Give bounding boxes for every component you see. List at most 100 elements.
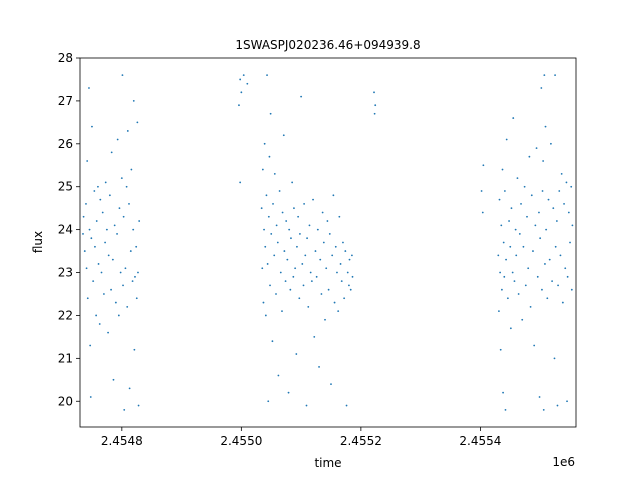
- data-point: [556, 404, 559, 407]
- data-point: [551, 280, 553, 283]
- data-point: [538, 396, 541, 398]
- data-point: [271, 340, 274, 343]
- data-point: [328, 233, 331, 235]
- y-tick-label: 22: [58, 308, 73, 322]
- data-point: [308, 224, 311, 227]
- data-point: [338, 215, 341, 218]
- data-point: [530, 194, 533, 197]
- data-point: [82, 233, 84, 235]
- data-point: [85, 202, 87, 205]
- data-point: [499, 348, 502, 351]
- data-point: [242, 74, 245, 77]
- data-point: [282, 134, 285, 137]
- data-point: [569, 241, 571, 244]
- data-point: [503, 275, 506, 278]
- data-point: [89, 344, 92, 347]
- data-point: [108, 194, 111, 197]
- data-point: [517, 293, 520, 295]
- data-point: [318, 366, 320, 368]
- data-point: [114, 301, 117, 304]
- data-point: [262, 301, 265, 304]
- data-point: [89, 396, 92, 398]
- data-point: [336, 271, 338, 274]
- data-point: [320, 293, 323, 295]
- data-point: [344, 250, 347, 252]
- data-points: [82, 74, 574, 411]
- data-point: [261, 168, 264, 171]
- y-tick-label: 28: [58, 51, 73, 65]
- data-point: [275, 293, 277, 295]
- data-point: [538, 211, 540, 214]
- data-point: [273, 172, 276, 175]
- data-point: [561, 301, 564, 304]
- data-point: [542, 408, 545, 411]
- y-tick-label: 26: [58, 137, 73, 151]
- data-point: [550, 142, 552, 145]
- data-point: [351, 254, 353, 257]
- data-point: [120, 177, 123, 180]
- data-point: [315, 275, 318, 278]
- data-point: [539, 237, 542, 240]
- data-point: [246, 82, 249, 85]
- data-point: [506, 297, 509, 300]
- data-point: [543, 74, 546, 77]
- data-point: [267, 400, 270, 403]
- data-point: [564, 267, 567, 270]
- chart-title: 1SWASPJ020236.46+094939.8: [235, 38, 420, 52]
- data-point: [349, 288, 352, 291]
- data-point: [260, 207, 263, 210]
- data-point: [351, 275, 354, 278]
- data-point: [125, 185, 128, 188]
- data-point: [270, 233, 273, 235]
- y-tick-label: 21: [58, 351, 73, 365]
- data-point: [529, 305, 532, 308]
- data-point: [126, 305, 129, 308]
- data-point: [133, 348, 136, 351]
- y-tick-label: 24: [58, 223, 73, 237]
- data-point: [563, 202, 565, 205]
- y-tick-label: 25: [58, 180, 73, 194]
- data-point: [272, 202, 274, 205]
- data-point: [570, 185, 573, 188]
- data-point: [514, 228, 517, 231]
- data-point: [124, 267, 127, 270]
- data-point: [265, 194, 268, 197]
- data-point: [555, 220, 558, 222]
- data-point: [273, 254, 276, 257]
- data-point: [536, 275, 539, 278]
- data-point: [111, 258, 114, 261]
- data-point: [503, 190, 506, 192]
- data-point: [292, 275, 295, 278]
- data-point: [319, 258, 322, 261]
- data-point: [554, 245, 557, 248]
- data-point: [135, 245, 138, 248]
- data-point: [123, 408, 126, 411]
- data-point: [90, 237, 93, 240]
- data-point: [498, 198, 501, 201]
- data-point: [566, 400, 568, 403]
- data-point: [540, 87, 543, 89]
- data-point: [86, 160, 89, 162]
- data-point: [116, 233, 118, 235]
- data-point: [281, 211, 284, 214]
- data-point: [107, 254, 110, 257]
- data-point: [374, 104, 377, 107]
- data-point: [98, 323, 101, 325]
- plot-area-frame: [79, 57, 577, 428]
- data-point: [104, 181, 107, 184]
- data-point: [283, 250, 286, 252]
- data-point: [288, 228, 291, 231]
- data-point: [553, 357, 556, 360]
- data-point: [290, 237, 292, 240]
- data-point: [285, 220, 288, 222]
- data-point: [314, 250, 317, 252]
- data-point: [505, 138, 508, 141]
- data-point: [107, 331, 109, 334]
- data-point: [547, 198, 550, 201]
- data-point: [340, 280, 343, 283]
- data-point: [281, 310, 283, 313]
- data-point: [261, 267, 264, 270]
- data-point: [544, 125, 547, 128]
- data-point: [510, 207, 513, 210]
